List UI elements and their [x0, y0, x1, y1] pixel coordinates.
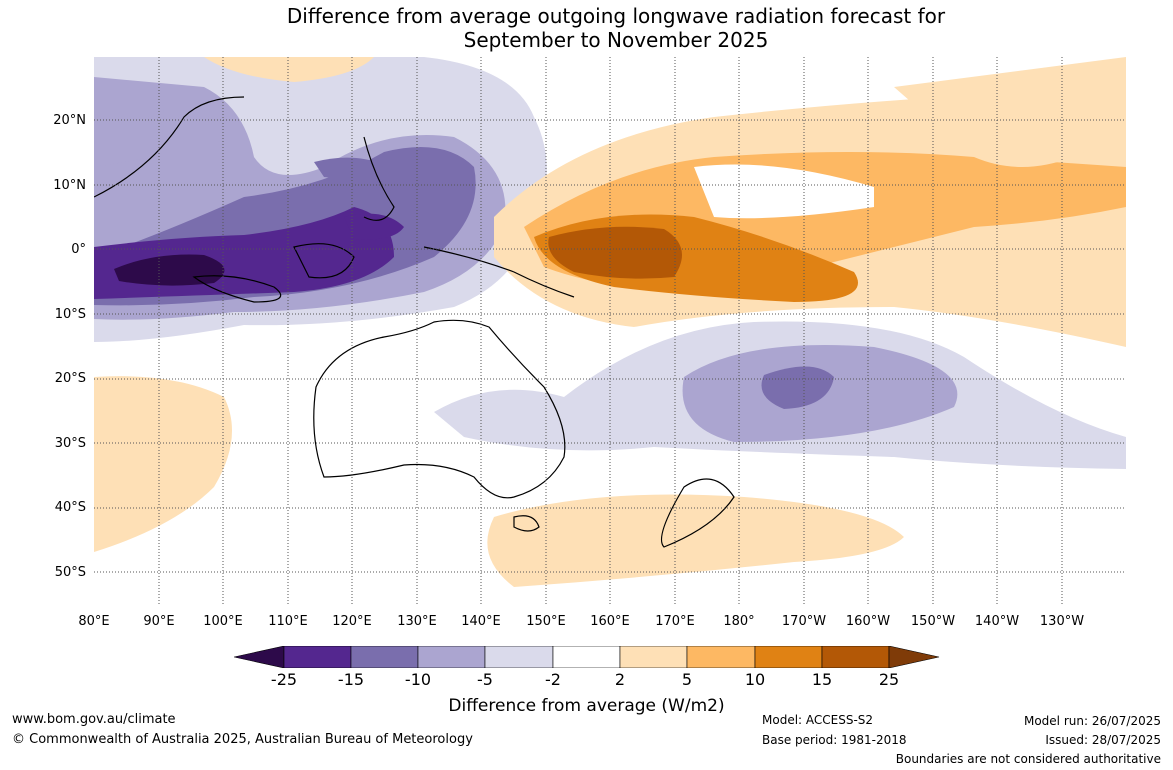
negative-anomaly-region	[94, 57, 547, 342]
coastlines	[94, 96, 735, 548]
colorbar-swatch	[552, 646, 621, 668]
colorbar-swatch	[821, 646, 890, 668]
colorbar-swatch	[484, 646, 554, 668]
lat-label: 50°S	[54, 565, 86, 580]
lat-label: 0°	[71, 242, 86, 257]
colorbar-tick: 15	[811, 670, 833, 689]
lon-label: 90°E	[143, 614, 175, 629]
colorbar-swatch	[283, 646, 352, 668]
colorbar-swatch	[619, 646, 688, 668]
map-title: Difference from average outgoing longwav…	[0, 4, 1173, 52]
colorbar-swatch	[686, 646, 756, 668]
colorbar-tick: 10	[744, 670, 766, 689]
south-pacific-negative-region	[434, 321, 1126, 469]
colorbar-swatch	[888, 646, 940, 668]
title-line-2: September to November 2025	[463, 28, 769, 52]
colorbar-title: Difference from average (W/m2)	[448, 696, 725, 716]
lat-label: 40°S	[54, 500, 86, 515]
footer-base-period: Base period: 1981-2018	[762, 733, 907, 747]
colorbar-tick: -25	[270, 670, 298, 689]
colorbar-swatch	[350, 646, 419, 668]
footer-url[interactable]: www.bom.gov.au/climate	[12, 712, 176, 727]
lon-label: 120°E	[332, 614, 372, 629]
colorbar-tick: -2	[545, 670, 561, 689]
lat-label: 30°S	[54, 436, 86, 451]
footer-model-run: Model run: 26/07/2025	[1023, 714, 1161, 728]
colorbar-tick: 25	[878, 670, 900, 689]
footer-issued: Issued: 28/07/2025	[1045, 733, 1161, 747]
colorbar-tick: 5	[681, 670, 693, 689]
lon-label: 160°E	[590, 614, 630, 629]
southern-positive-region	[94, 57, 1126, 587]
graticule	[94, 57, 1126, 605]
colorbar-tick: 2	[614, 670, 626, 689]
lon-label: 130°E	[397, 614, 437, 629]
colorbar-tick: -15	[337, 670, 365, 689]
lat-label: 20°N	[53, 113, 86, 128]
lon-label: 170°E	[655, 614, 695, 629]
lon-label: 180°	[723, 614, 755, 629]
colorbar-swatch	[234, 646, 285, 668]
lat-label: 20°S	[54, 371, 86, 386]
colorbar-swatch	[417, 646, 486, 668]
lon-label: 160°W	[845, 614, 891, 629]
lat-label: 10°N	[53, 178, 86, 193]
lon-label: 130°W	[1039, 614, 1085, 629]
lon-label: 170°W	[781, 614, 827, 629]
lon-label: 100°E	[203, 614, 243, 629]
colorbar-tick: -10	[404, 670, 432, 689]
map-canvas	[94, 57, 1126, 605]
lon-label: 150°W	[910, 614, 956, 629]
colorbar	[234, 646, 940, 668]
colorbar-swatch	[754, 646, 823, 668]
lon-label: 140°W	[974, 614, 1020, 629]
footer-copyright: © Commonwealth of Australia 2025, Austra…	[12, 732, 473, 747]
lon-label: 140°E	[461, 614, 501, 629]
lat-label: 10°S	[54, 307, 86, 322]
colorbar-tick: -5	[477, 670, 493, 689]
footer-disclaimer: Boundaries are not considered authoritat…	[895, 752, 1161, 766]
lon-label: 80°E	[78, 614, 110, 629]
map-panel	[94, 57, 1126, 605]
title-line-1: Difference from average outgoing longwav…	[286, 4, 946, 28]
lon-label: 150°E	[526, 614, 566, 629]
lon-label: 110°E	[268, 614, 308, 629]
footer-model: Model: ACCESS-S2	[762, 713, 874, 727]
